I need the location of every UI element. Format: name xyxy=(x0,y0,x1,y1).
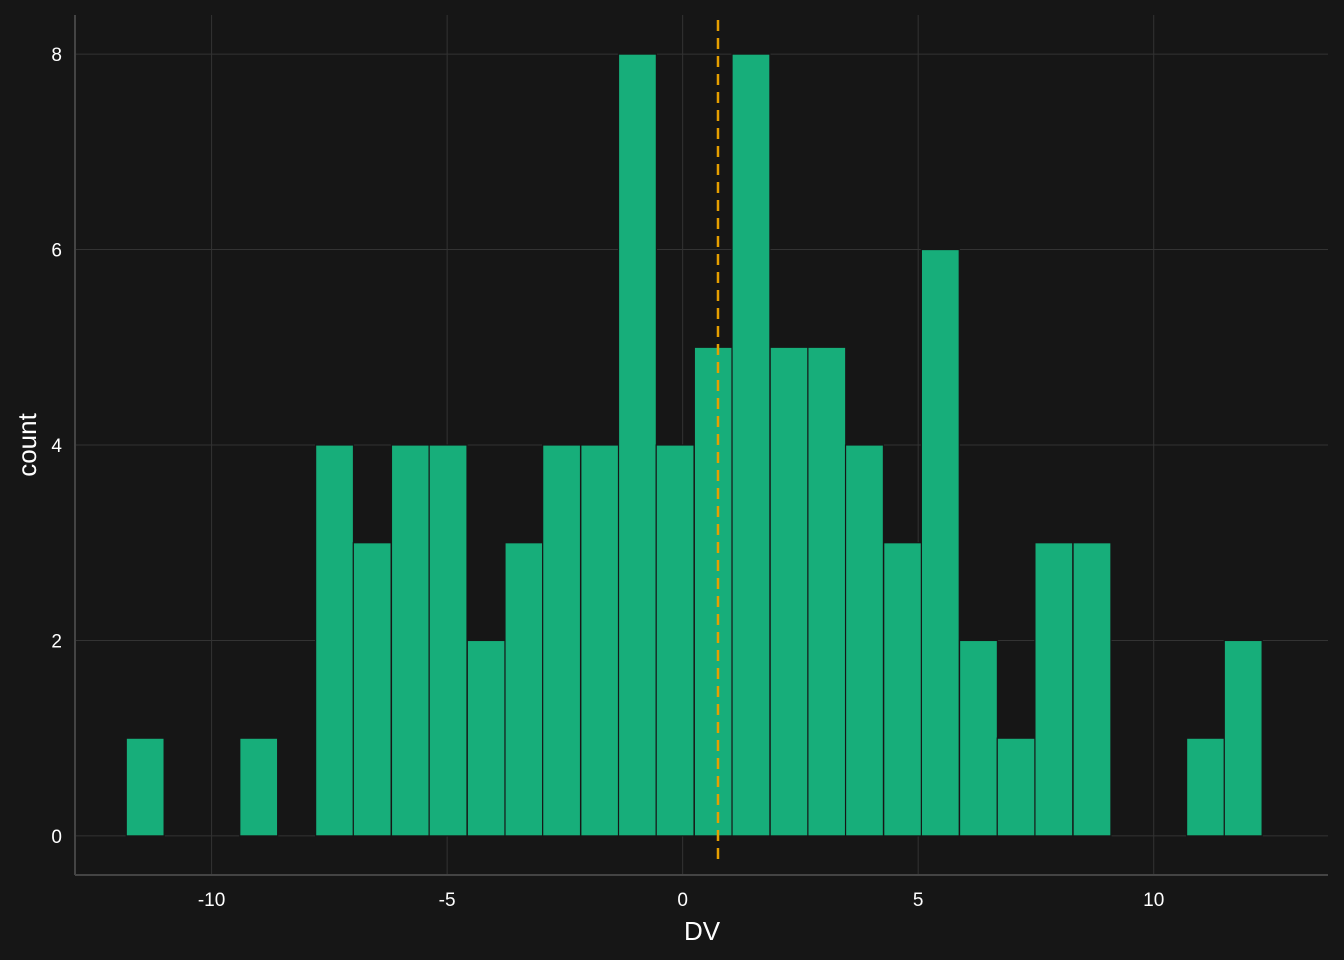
histogram-bar xyxy=(844,444,885,837)
histogram-bar xyxy=(693,346,733,837)
histogram-bar xyxy=(920,248,960,837)
histogram-bar xyxy=(1072,542,1112,837)
y-tick-label: 4 xyxy=(51,436,62,457)
y-tick-label: 6 xyxy=(51,241,62,262)
x-tick-labels: -10 -5 0 5 10 xyxy=(198,890,1164,911)
histogram-bar xyxy=(1034,542,1074,837)
histogram-bar xyxy=(315,444,355,837)
x-tick-label: -10 xyxy=(198,890,225,911)
histogram-bar xyxy=(807,346,847,837)
histogram-bar xyxy=(1185,737,1226,837)
histogram-bar xyxy=(996,737,1036,837)
x-tick-label: -5 xyxy=(439,890,456,911)
x-tick-label: 5 xyxy=(913,890,924,911)
x-tick-label: 10 xyxy=(1143,890,1164,911)
histogram-bar xyxy=(390,444,430,837)
y-tick-labels: 0 2 4 6 8 xyxy=(51,45,62,848)
histogram-bar xyxy=(769,346,809,837)
histogram-bar xyxy=(125,737,165,837)
y-axis-title: count xyxy=(12,412,42,476)
histogram-bar xyxy=(504,542,544,837)
histogram-bar xyxy=(958,639,999,837)
x-axis-title: DV xyxy=(684,916,721,946)
histogram-bar xyxy=(580,444,620,837)
bars-group xyxy=(125,53,1263,837)
histogram-bar xyxy=(466,639,506,837)
axes-group xyxy=(74,15,1328,876)
histogram-bar xyxy=(617,53,657,837)
histogram-bar xyxy=(239,737,279,837)
y-tick-label: 8 xyxy=(51,45,62,66)
histogram-bar xyxy=(655,444,695,837)
histogram-bar xyxy=(883,542,923,837)
histogram-bar xyxy=(352,542,392,837)
y-tick-label: 2 xyxy=(51,631,62,652)
histogram-bar xyxy=(428,444,468,837)
y-tick-label: 0 xyxy=(51,827,62,848)
x-tick-label: 0 xyxy=(677,890,688,911)
histogram-bar xyxy=(731,53,771,837)
histogram-bar xyxy=(542,444,582,837)
histogram-bar xyxy=(1223,639,1263,837)
